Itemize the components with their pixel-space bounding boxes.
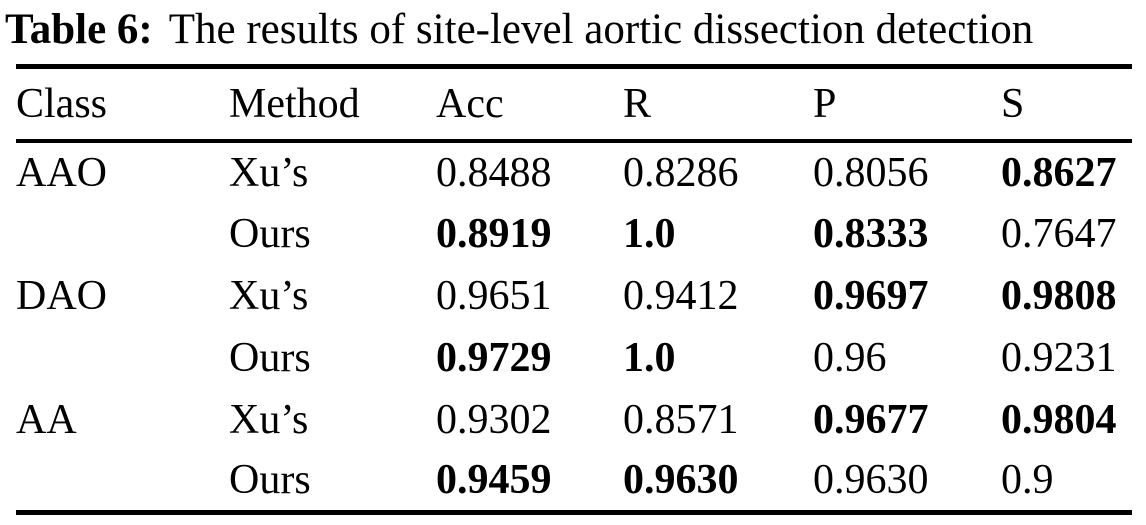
cell-acc: 0.8919 bbox=[436, 210, 552, 257]
cell-s: 0.9231 bbox=[1001, 334, 1117, 381]
table-caption: Table 6: The results of site-level aortic… bbox=[0, 2, 1146, 58]
table-header-row: Class Method Acc R P S bbox=[16, 67, 1132, 141]
cell-p: 0.8333 bbox=[813, 210, 929, 257]
column-header-r: R bbox=[623, 80, 652, 127]
cell-method: Xu’s bbox=[229, 396, 309, 443]
cell-method: Ours bbox=[229, 457, 311, 504]
cell-method: Ours bbox=[229, 210, 311, 257]
cell-s: 0.9804 bbox=[1001, 396, 1117, 443]
table-row: AA Xu’s 0.9302 0.8571 0.9677 0.9804 bbox=[16, 389, 1132, 451]
column-header-class: Class bbox=[16, 80, 108, 127]
cell-s: 0.7647 bbox=[1001, 210, 1117, 257]
cell-p: 0.9677 bbox=[813, 396, 929, 443]
cell-r: 0.9412 bbox=[623, 272, 739, 319]
cell-p: 0.9697 bbox=[813, 272, 929, 319]
cell-p: 0.96 bbox=[813, 334, 887, 381]
cell-r: 1.0 bbox=[623, 210, 676, 257]
cell-acc: 0.9459 bbox=[436, 457, 552, 504]
cell-class: DAO bbox=[16, 272, 107, 319]
cell-s: 0.9 bbox=[1001, 457, 1054, 504]
cell-class bbox=[16, 203, 229, 265]
table-row: Ours 0.9459 0.9630 0.9630 0.9 bbox=[16, 451, 1132, 513]
column-header-s: S bbox=[1001, 80, 1025, 127]
cell-p: 0.8056 bbox=[813, 149, 929, 196]
cell-method: Ours bbox=[229, 334, 311, 381]
cell-class bbox=[16, 451, 229, 513]
cell-method: Xu’s bbox=[229, 272, 309, 319]
cell-acc: 0.8488 bbox=[436, 149, 552, 196]
table-caption-label: Table 6: bbox=[5, 6, 153, 53]
cell-class bbox=[16, 327, 229, 389]
cell-acc: 0.9651 bbox=[436, 272, 552, 319]
cell-s: 0.9808 bbox=[1001, 272, 1117, 319]
cell-r: 1.0 bbox=[623, 334, 676, 381]
cell-class: AA bbox=[16, 396, 77, 443]
table-row: AAO Xu’s 0.8488 0.8286 0.8056 0.8627 bbox=[16, 141, 1132, 203]
cell-r: 0.8571 bbox=[623, 396, 739, 443]
cell-s: 0.8627 bbox=[1001, 149, 1117, 196]
cell-acc: 0.9302 bbox=[436, 396, 552, 443]
table-caption-text: The results of site-level aortic dissect… bbox=[168, 6, 1034, 53]
column-header-method: Method bbox=[229, 80, 360, 127]
column-header-p: P bbox=[813, 80, 837, 127]
table-body: AAO Xu’s 0.8488 0.8286 0.8056 0.8627 Our… bbox=[16, 141, 1132, 513]
column-header-acc: Acc bbox=[436, 80, 504, 127]
table-row: Ours 0.8919 1.0 0.8333 0.7647 bbox=[16, 203, 1132, 265]
cell-method: Xu’s bbox=[229, 149, 309, 196]
results-table: Class Method Acc R P S AAO Xu’s 0.8488 0… bbox=[16, 64, 1132, 515]
cell-r: 0.9630 bbox=[623, 457, 739, 504]
cell-r: 0.8286 bbox=[623, 149, 739, 196]
cell-p: 0.9630 bbox=[813, 457, 929, 504]
table-row: Ours 0.9729 1.0 0.96 0.9231 bbox=[16, 327, 1132, 389]
cell-class: AAO bbox=[16, 149, 107, 196]
table-row: DAO Xu’s 0.9651 0.9412 0.9697 0.9808 bbox=[16, 265, 1132, 327]
cell-acc: 0.9729 bbox=[436, 334, 552, 381]
